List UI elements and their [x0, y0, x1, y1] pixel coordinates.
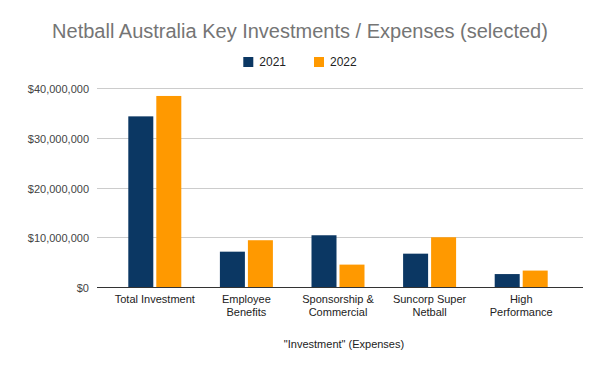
- x-tick-label: EmployeeBenefits: [222, 293, 271, 318]
- y-tick-label: $40,000,000: [28, 83, 89, 95]
- x-tick-label-line: Sponsorship &: [302, 293, 374, 305]
- y-tick-label: $30,000,000: [28, 133, 89, 145]
- legend-swatch: [243, 57, 253, 67]
- bar: [220, 252, 245, 287]
- bar: [156, 96, 181, 287]
- x-tick-label-line: Commercial: [309, 306, 368, 318]
- x-tick-label-line: Suncorp Super: [393, 293, 467, 305]
- x-tick-label-line: Performance: [490, 306, 553, 318]
- chart-title: Netball Australia Key Investments / Expe…: [52, 20, 548, 42]
- x-tick-label-line: High: [510, 293, 533, 305]
- grid: [97, 89, 583, 288]
- legend-swatch: [314, 57, 324, 67]
- x-axis-label: "Investment" (Expenses): [284, 338, 404, 350]
- x-tick-label: Suncorp SuperNetball: [393, 293, 467, 318]
- baseline: [97, 287, 583, 288]
- y-tick-label: $20,000,000: [28, 183, 89, 195]
- bar: [403, 254, 428, 287]
- x-tick-label-line: Netball: [412, 306, 446, 318]
- bar: [523, 271, 548, 287]
- bar: [248, 240, 273, 287]
- chart-container: Netball Australia Key Investments / Expe…: [0, 0, 600, 371]
- x-tick-label: Sponsorship &Commercial: [302, 293, 374, 318]
- chart-svg: Netball Australia Key Investments / Expe…: [0, 0, 600, 371]
- x-tick-label-line: Employee: [222, 293, 271, 305]
- bar: [431, 237, 456, 287]
- x-tick-label-line: Total Investment: [115, 293, 195, 305]
- background: [0, 0, 600, 371]
- grid-line: [97, 88, 583, 89]
- bar: [128, 116, 153, 287]
- bar: [340, 265, 365, 287]
- x-tick-label: Total Investment: [115, 293, 195, 305]
- legend-label: 2022: [330, 55, 357, 69]
- x-tick-label: HighPerformance: [490, 293, 553, 318]
- bar: [495, 274, 520, 287]
- y-tick-label: $0: [77, 282, 89, 294]
- x-tick-label-line: Benefits: [227, 306, 267, 318]
- legend: 2021 2022: [243, 55, 357, 69]
- y-tick-label: $10,000,000: [28, 232, 89, 244]
- bars: [128, 96, 547, 287]
- bar: [312, 235, 337, 287]
- legend-label: 2021: [259, 55, 286, 69]
